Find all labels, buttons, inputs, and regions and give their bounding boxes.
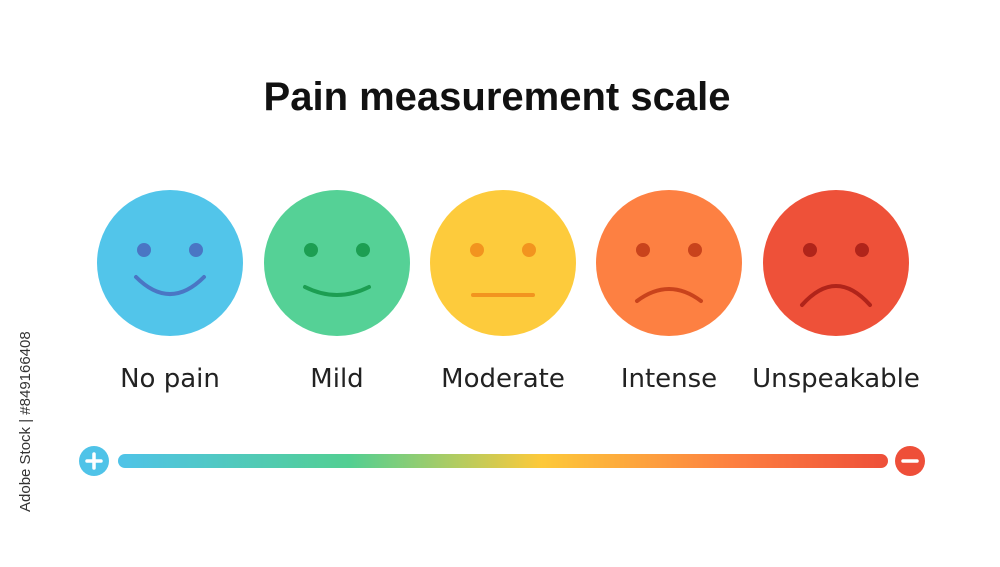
face-label: Intense [621, 364, 717, 394]
face [596, 190, 742, 336]
eye [356, 243, 370, 257]
scale-bar [118, 454, 888, 468]
plus-sign [85, 452, 103, 470]
eye [470, 243, 484, 257]
face-label: Moderate [441, 364, 565, 394]
eye [688, 243, 702, 257]
watermark: Adobe Stock | #849166408 [17, 331, 34, 512]
eye [803, 243, 817, 257]
eye [855, 243, 869, 257]
mouth [635, 287, 703, 303]
face-label: Mild [310, 364, 363, 394]
eye [522, 243, 536, 257]
title: Pain measurement scale [264, 75, 731, 119]
faces: No pain Mild Moderate Intense Unspeakable [97, 190, 920, 394]
face-label: Unspeakable [752, 364, 920, 394]
mouth [800, 284, 872, 307]
mouth [134, 275, 206, 296]
mouth [303, 285, 371, 297]
eye [636, 243, 650, 257]
face [97, 190, 243, 336]
face [763, 190, 909, 336]
face-label: No pain [120, 364, 220, 394]
eye [189, 243, 203, 257]
eye [304, 243, 318, 257]
eye [137, 243, 151, 257]
face [264, 190, 410, 336]
face [430, 190, 576, 336]
